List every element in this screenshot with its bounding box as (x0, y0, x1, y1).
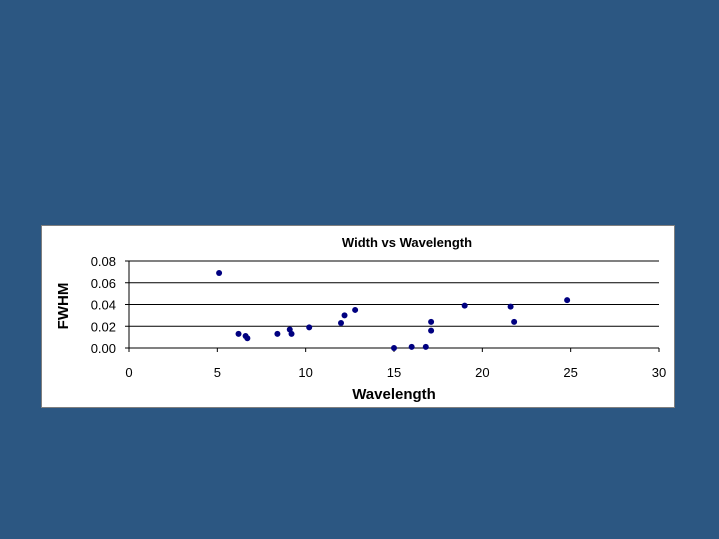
data-point (564, 297, 571, 304)
data-point (511, 318, 518, 325)
data-point (288, 330, 295, 337)
y-tick-label: 0.04 (91, 298, 116, 313)
data-point (244, 335, 251, 342)
data-point (338, 319, 344, 326)
data-point (274, 330, 281, 337)
data-point (461, 302, 468, 309)
x-tick-label: 15 (387, 365, 401, 380)
x-tick-label: 10 (298, 365, 312, 380)
gridlines (129, 260, 659, 327)
axes (125, 260, 660, 352)
data-point (408, 343, 415, 350)
chart-area: Width vs Wavelength FWHM Wavelength 0.00… (41, 225, 675, 408)
y-axis-label: FWHM (55, 283, 72, 330)
y-tick-label: 0.08 (91, 254, 116, 269)
y-tick-label: 0.02 (91, 319, 116, 334)
data-point (507, 303, 514, 310)
y-tick-label: 0.00 (91, 341, 116, 356)
data-point (341, 312, 348, 319)
x-tick-label: 20 (475, 365, 489, 380)
data-point (428, 318, 435, 325)
data-point (235, 330, 242, 337)
x-tick-label: 30 (652, 365, 666, 380)
x-axis-label: Wavelength (352, 386, 436, 403)
data-point (391, 345, 397, 351)
data-point (306, 324, 313, 331)
data-point (216, 269, 223, 276)
data-point (428, 327, 435, 334)
scatter-chart: Width vs Wavelength FWHM Wavelength 0.00… (55, 235, 667, 403)
data-point (352, 306, 359, 313)
tick-labels: 0.00 0.02 0.04 0.06 0.08 0 5 10 15 20 25 30 (91, 254, 667, 380)
x-tick-label: 25 (563, 365, 577, 380)
x-tick-label: 5 (214, 365, 221, 380)
y-tick-label: 0.06 (91, 276, 116, 291)
data-point (422, 343, 429, 350)
x-tick-label: 0 (125, 365, 132, 380)
chart-title: Width vs Wavelength (342, 235, 472, 250)
data-points (216, 269, 571, 351)
